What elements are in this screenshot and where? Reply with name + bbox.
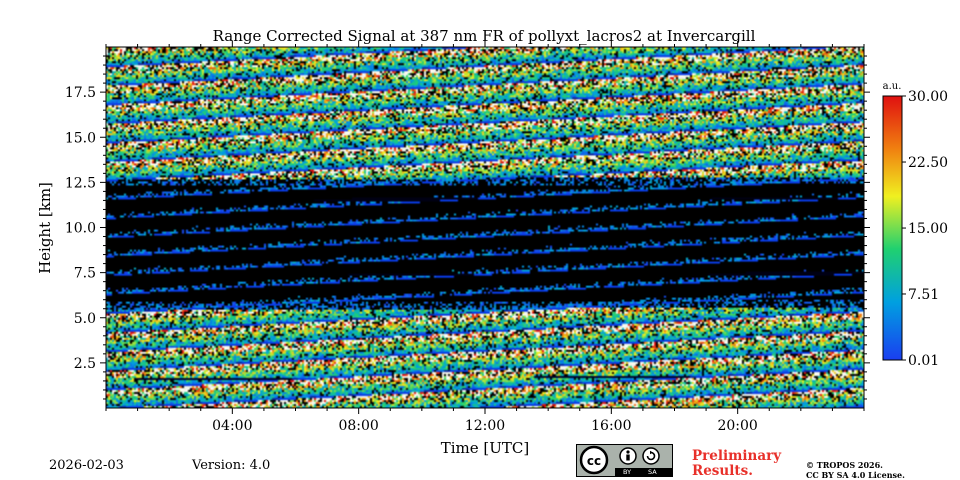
preliminary-notice: Preliminary Results. (692, 449, 802, 479)
y-tick-label: 17.5 (65, 85, 96, 101)
date-label: 2026-02-03 (49, 458, 124, 473)
y-tick-label: 15.0 (65, 130, 96, 146)
copyright-line-2: CC BY SA 4.0 License. (806, 470, 956, 480)
y-tick-label: 12.5 (65, 175, 96, 191)
figure: Range Corrected Signal at 387 nm FR of p… (0, 0, 960, 480)
colorbar-ticks: 0.01 7.51 15.00 22.50 30.00 (902, 89, 948, 369)
colorbar-tick-label: 22.50 (908, 155, 948, 171)
colorbar-tick-label: 7.51 (908, 287, 939, 303)
heatmap-image (106, 47, 864, 408)
y-axis-label: Height [km] (36, 182, 54, 274)
colorbar-unit: a.u. (883, 81, 902, 92)
version-label: Version: 4.0 (192, 458, 270, 473)
chart-svg: Range Corrected Signal at 387 nm FR of p… (0, 0, 960, 480)
copyright-line-1: © TROPOS 2026. (806, 460, 956, 470)
chart-title: Range Corrected Signal at 387 nm FR of p… (213, 27, 756, 45)
y-tick-label: 5.0 (74, 311, 96, 327)
cc-badge-strip: BY SA (615, 468, 673, 477)
x-tick-label: 20:00 (717, 418, 757, 434)
colorbar-tick-label: 15.00 (908, 221, 948, 237)
colorbar (883, 96, 902, 360)
preliminary-line-2: Results. (692, 464, 802, 479)
cc-sa-label: SA (648, 468, 657, 477)
x-axis-label: Time [UTC] (441, 439, 530, 457)
x-tick-label: 04:00 (212, 418, 252, 434)
cc-by-label: BY (623, 468, 631, 477)
copyright-notice: © TROPOS 2026. CC BY SA 4.0 License. (806, 460, 956, 480)
y-tick-label: 2.5 (74, 356, 96, 372)
x-tick-label: 16:00 (591, 418, 631, 434)
y-tick-label: 7.5 (74, 266, 96, 282)
colorbar-tick-label: 0.01 (908, 353, 939, 369)
x-tick-label: 12:00 (465, 418, 505, 434)
x-tick-label: 08:00 (338, 418, 378, 434)
y-tick-label: 10.0 (65, 221, 96, 237)
preliminary-line-1: Preliminary (692, 449, 802, 464)
colorbar-tick-label: 30.00 (908, 89, 948, 105)
svg-text:cc: cc (587, 454, 601, 468)
cc-license-badge: cc BY SA (576, 444, 673, 477)
